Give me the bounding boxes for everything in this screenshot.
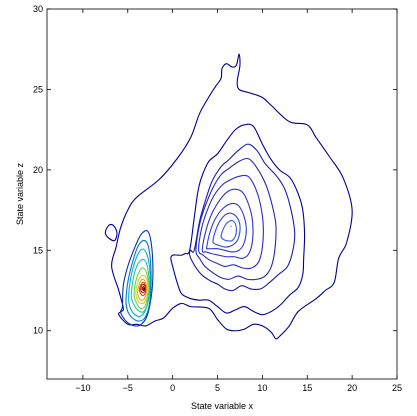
contour-line-15 (133, 267, 149, 310)
contour-line-8 (206, 202, 247, 253)
y-tick-label: 10 (33, 326, 43, 336)
mode-center-1 (143, 288, 145, 290)
tick-layer: −10 −5 0 5 10 15 20 25 10 15 20 25 30 (33, 4, 402, 393)
y-axis-label: State variable z (15, 162, 25, 225)
contour-line-12 (125, 239, 152, 322)
x-axis-label: State variable x (191, 401, 254, 411)
contour-line-14 (130, 258, 150, 313)
contour-line-7 (201, 188, 254, 259)
y-tick-label: 15 (33, 245, 43, 255)
y-tick-label: 25 (33, 84, 43, 94)
contour-line-4 (188, 143, 296, 292)
x-tick-label: −5 (123, 383, 133, 393)
plot-frame (46, 8, 398, 380)
contour-line-17 (137, 278, 148, 301)
contour-line-3 (170, 123, 306, 316)
x-tick-label: 10 (257, 383, 267, 393)
contour-line-19 (140, 283, 146, 294)
x-tick-label: 5 (215, 383, 220, 393)
x-tick-label: 15 (302, 383, 312, 393)
contour-line-13 (128, 248, 151, 318)
contour-line-1 (111, 53, 353, 340)
x-tick-label: 20 (347, 383, 357, 393)
x-tick-label: 25 (392, 383, 402, 393)
x-tick-label: −10 (75, 383, 90, 393)
mode-center-2 (230, 225, 232, 227)
contour-line-9 (212, 212, 241, 248)
contour-layer (104, 53, 353, 340)
contour-line-16 (135, 274, 149, 305)
contour-line-5 (195, 157, 277, 281)
contour-line-6 (198, 174, 264, 270)
contour-line-2 (104, 223, 118, 242)
x-tick-label: 0 (170, 383, 175, 393)
contour-line-11 (120, 230, 154, 327)
y-tick-label: 20 (33, 165, 43, 175)
contour-line-10 (220, 220, 238, 242)
y-tick-label: 30 (33, 4, 43, 14)
